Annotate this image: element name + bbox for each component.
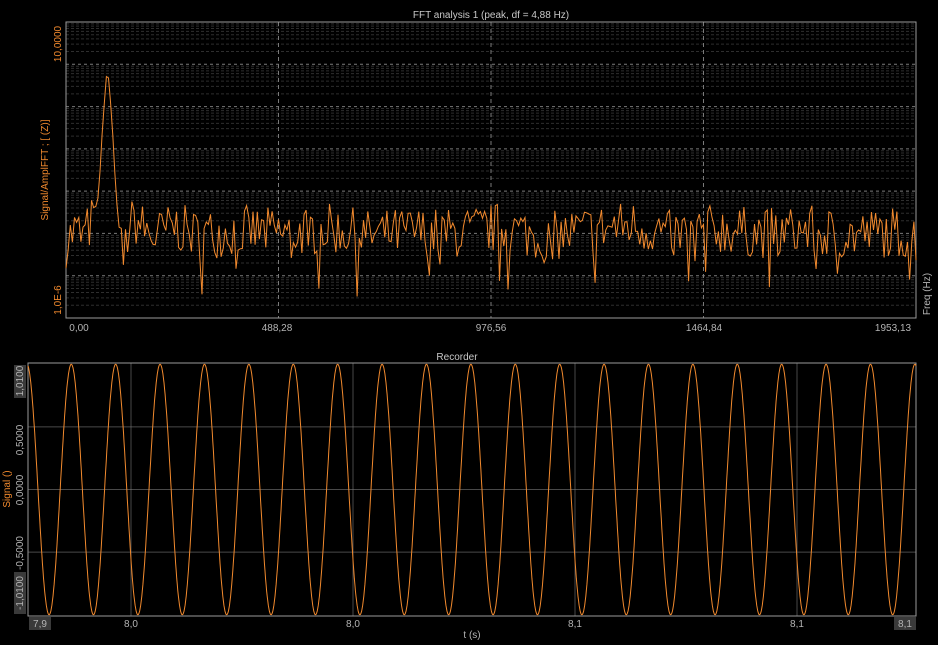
recorder-x-tick-label: 8,1: [790, 619, 804, 630]
recorder-plot-frame[interactable]: [27, 362, 917, 617]
fft-signal-line: [65, 75, 917, 297]
recorder-x-tick-label: 8,0: [346, 619, 360, 630]
recorder-y-axis-label: Signal (): [2, 470, 13, 507]
recorder-x-tick-label: 8,1: [898, 619, 912, 630]
recorder-panel: Recorder Signal () 1,0100 0,5000 0,0000 …: [2, 352, 917, 641]
recorder-signal-line: [27, 363, 917, 616]
x-tick-box: [894, 617, 916, 630]
recorder-y-tick-label: -1,0100: [15, 576, 26, 610]
fft-x-tick-label: 976,56: [476, 323, 507, 334]
y-tick-box: [14, 572, 26, 614]
recorder-y-tick-label: 0,5000: [15, 424, 26, 455]
recorder-grid: [28, 363, 916, 616]
recorder-y-tick-label: 1,0100: [15, 365, 26, 396]
recorder-y-tick-label: -0,5000: [15, 536, 26, 570]
y-tick-box: [14, 365, 26, 398]
fft-x-tick-label: 1953,13: [875, 323, 912, 334]
recorder-x-axis-label: t (s): [463, 630, 480, 641]
fft-analysis-panel: FFT analysis 1 (peak, df = 4,88 Hz) Sign…: [40, 10, 933, 334]
fft-y-axis-label: Signal/AmplFFT ; [ (Z)]: [40, 119, 51, 220]
recorder-x-tick-label: 8,1: [568, 619, 582, 630]
fft-x-tick-labels: 0,00 488,28 976,56 1464,84 1953,13: [69, 323, 911, 334]
fft-x-tick-label: 0,00: [69, 323, 89, 334]
fft-y-tick-label: 1,0E-6: [53, 285, 64, 315]
fft-x-axis-label: Freq (Hz): [922, 273, 933, 315]
recorder-y-tick-label: 0,0000: [15, 474, 26, 505]
recorder-title: Recorder: [436, 352, 478, 363]
fft-y-tick-label: 10,0000: [53, 25, 64, 62]
x-tick-box: [29, 617, 51, 630]
fft-plot-frame[interactable]: [65, 21, 917, 319]
fft-x-tick-label: 488,28: [262, 323, 293, 334]
fft-x-tick-label: 1464,84: [686, 323, 723, 334]
recorder-x-tick-label: 8,0: [124, 619, 138, 630]
fft-title: FFT analysis 1 (peak, df = 4,88 Hz): [413, 10, 569, 21]
recorder-x-tick-label: 7,9: [33, 619, 47, 630]
